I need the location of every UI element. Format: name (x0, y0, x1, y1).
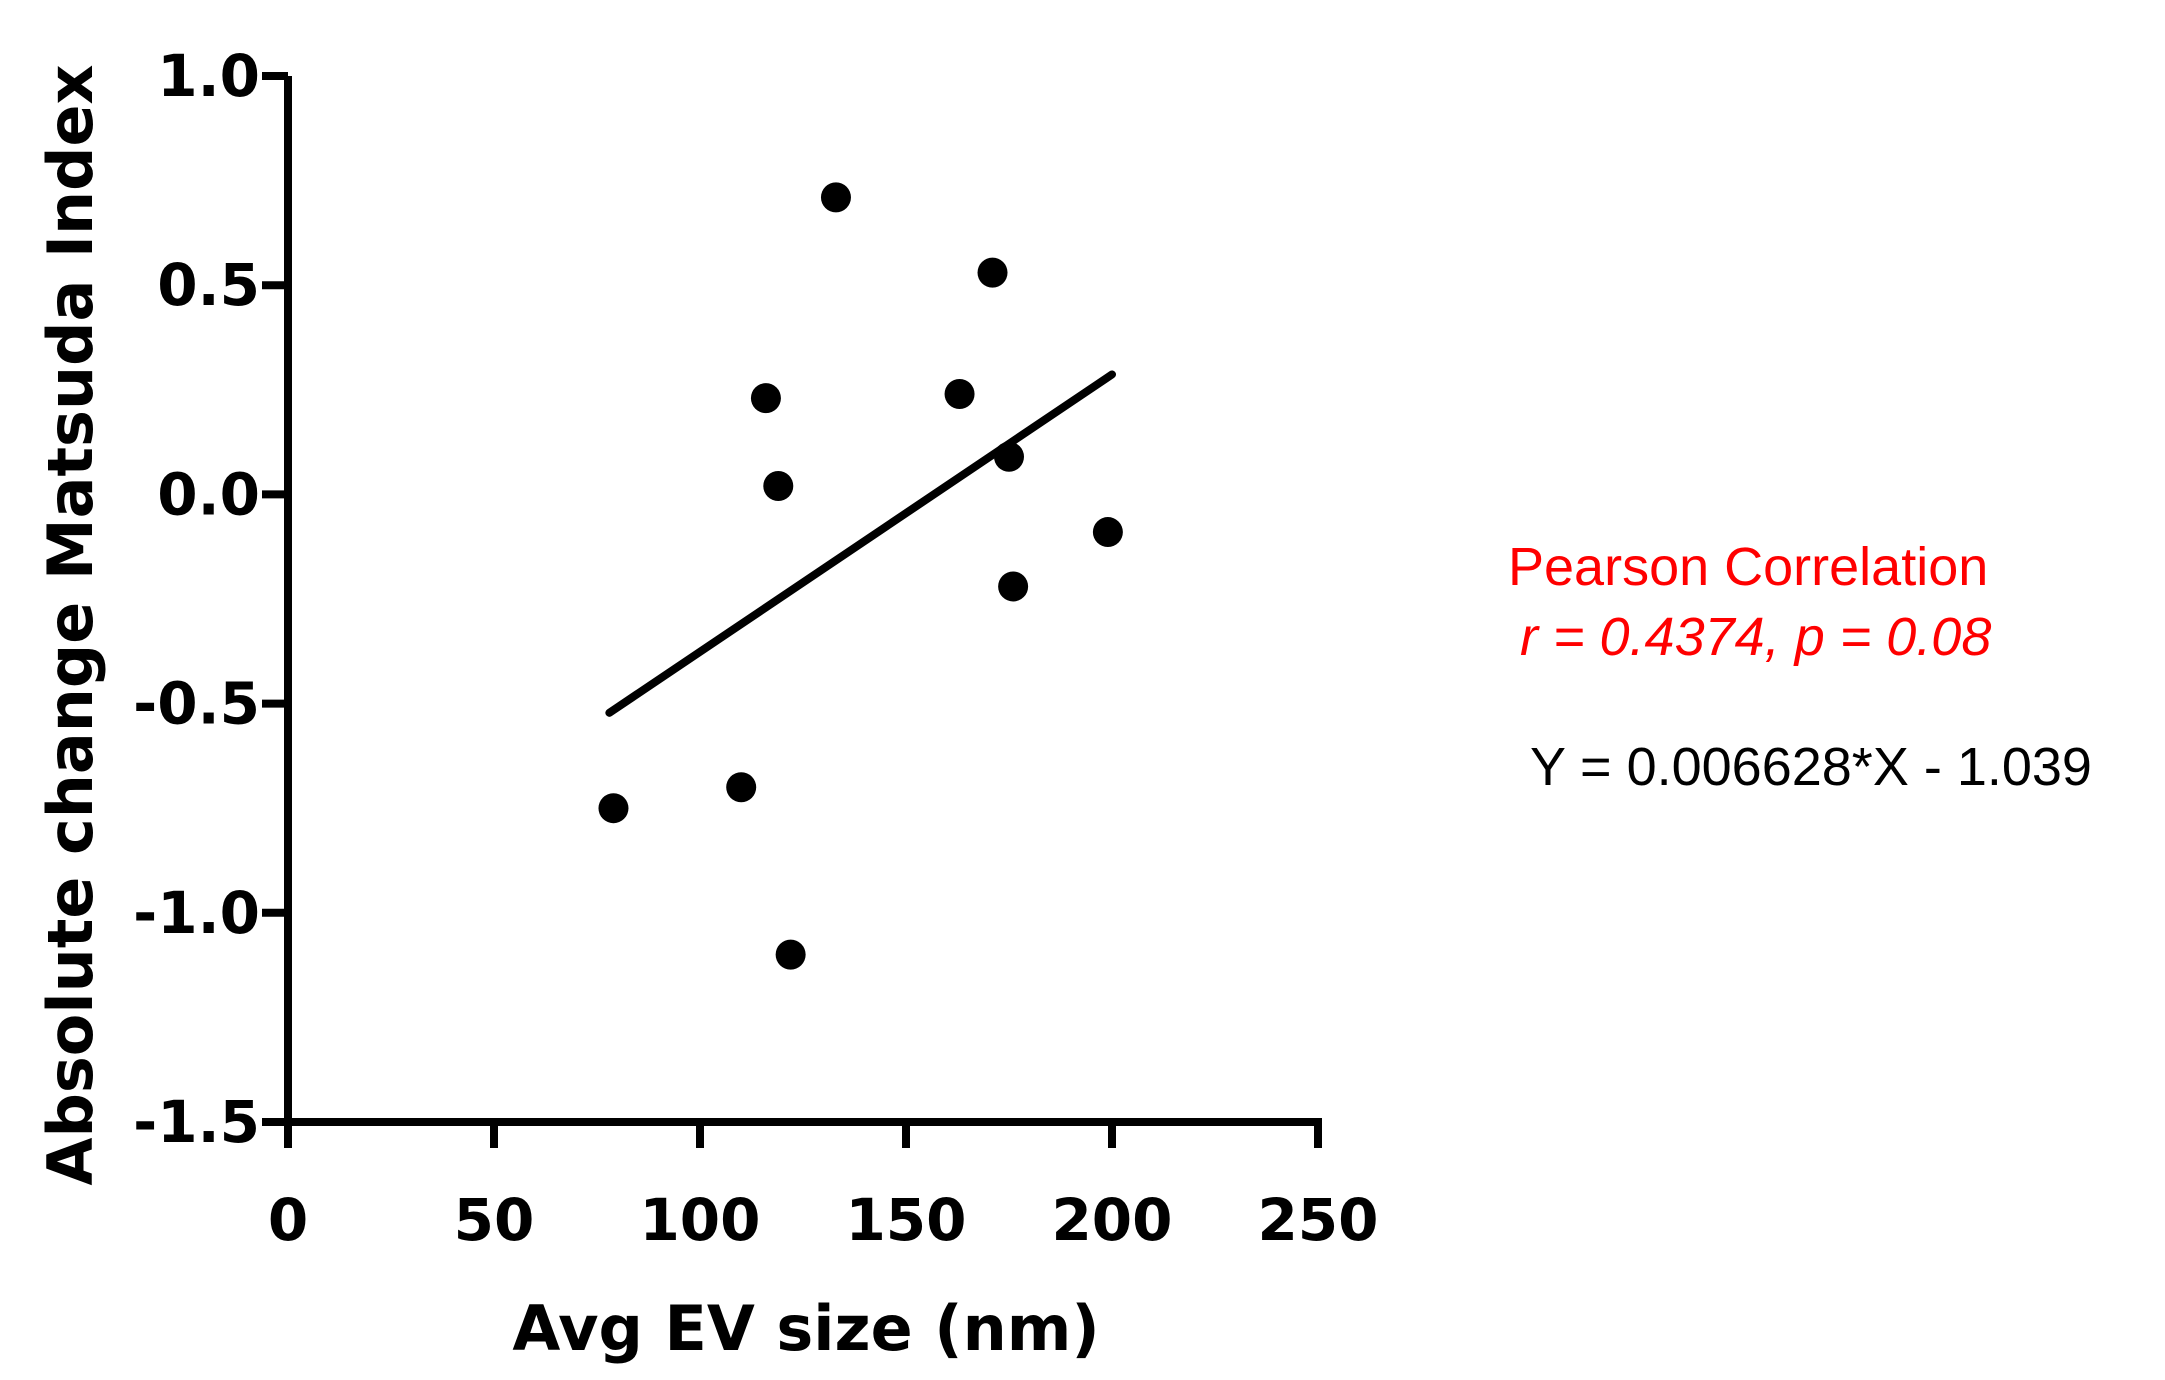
x-axis-title: Avg EV size (nm) (512, 1292, 1099, 1365)
y-tick-label: 1.0 (157, 42, 260, 110)
data-point (998, 571, 1029, 602)
data-point (726, 772, 757, 803)
x-tick-label: 150 (845, 1186, 966, 1254)
data-point (750, 383, 781, 414)
data-point (994, 441, 1024, 472)
x-tick-label: 50 (454, 1186, 535, 1254)
y-axis-title: Absolute change Matsuda Index (34, 64, 107, 1185)
data-point (944, 378, 975, 409)
x-tick-label: 100 (639, 1186, 760, 1254)
axes (262, 72, 1322, 1148)
regression-line (605, 370, 1116, 717)
data-point (977, 257, 1008, 288)
data-point (763, 471, 794, 502)
data-point (598, 793, 629, 824)
data-points (598, 182, 1123, 970)
x-tick-label: 0 (268, 1186, 308, 1254)
data-point (775, 939, 806, 970)
tick-labels: 1.0 0.5 0.0 -0.5 -1.0 -1.50 50 100 150 200 250 (133, 42, 1378, 1254)
y-tick-label: -1.0 (133, 879, 260, 947)
data-point (820, 182, 851, 213)
y-tick-label: -0.5 (133, 670, 260, 738)
y-tick-label: -1.5 (133, 1088, 260, 1156)
correlation-stats: r = 0.4374, p = 0.08 (1520, 607, 1992, 667)
y-tick-label: 0.5 (157, 251, 260, 319)
x-tick-label: 250 (1257, 1186, 1378, 1254)
data-point (1092, 517, 1123, 548)
regression-equation: Y = 0.006628*X - 1.039 (1530, 737, 2092, 797)
regression-line-group (605, 370, 1116, 717)
y-tick-label: 0.0 (157, 460, 260, 528)
x-tick-label: 200 (1051, 1186, 1172, 1254)
correlation-title: Pearson Correlation (1508, 537, 1989, 597)
